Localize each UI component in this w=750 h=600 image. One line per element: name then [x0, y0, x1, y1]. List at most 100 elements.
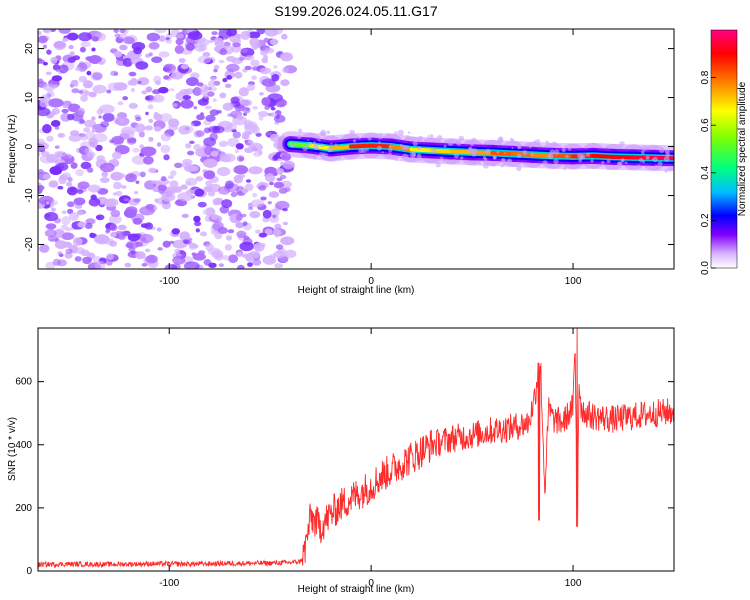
ridge-speckle [485, 148, 491, 154]
noise-blob [117, 101, 124, 106]
noise-blob [235, 222, 245, 229]
x-tick-label: 0 [368, 276, 374, 287]
noise-blob [122, 36, 135, 45]
y-tick-label: 20 [24, 43, 35, 55]
ridge-speckle [318, 138, 321, 142]
noise-blob [139, 233, 154, 244]
noise-blob [272, 214, 277, 219]
noise-blob [98, 115, 102, 119]
noise-blob [264, 228, 273, 235]
ridge-speckle [427, 135, 430, 138]
noise-blob [135, 116, 142, 122]
noise-blob [194, 188, 205, 197]
noise-blob [269, 133, 281, 142]
ridge-speckle [657, 161, 663, 167]
noise-blob [82, 80, 94, 89]
ridge-speckle [645, 155, 650, 160]
noise-blob [58, 29, 71, 34]
snr-axes: -100 0 100 0 200 400 600 [15, 328, 674, 589]
ridge-speckle [381, 151, 384, 154]
noise-blob [164, 264, 178, 269]
ridge-speckle [664, 169, 668, 173]
noise-blob [114, 51, 123, 58]
noise-blob [218, 29, 228, 34]
noise-blob [273, 140, 286, 150]
noise-blob [210, 214, 219, 220]
ridge-speckle [619, 141, 625, 147]
ridge-speckle [549, 149, 555, 155]
noise-blob [184, 164, 197, 172]
noise-blob [38, 57, 43, 64]
ridge-speckle [365, 148, 369, 152]
noise-blob [172, 255, 186, 265]
noise-blob [54, 145, 60, 149]
noise-blob [139, 206, 155, 216]
ridge-speckle [584, 145, 588, 149]
ridge-speckle [419, 157, 423, 161]
noise-blob [120, 129, 135, 139]
noise-blob [86, 70, 92, 76]
ridge-segment [369, 143, 394, 149]
noise-blob [45, 223, 57, 230]
noise-blob [235, 214, 243, 221]
noise-blob [208, 39, 214, 44]
noise-blob [216, 166, 231, 177]
x-tick-label: -100 [159, 578, 179, 589]
noise-blob [174, 248, 181, 254]
noise-blob [106, 253, 114, 260]
noise-blob [264, 105, 270, 110]
ridge-segment [409, 147, 434, 153]
noise-blob [147, 104, 154, 110]
ridge-speckle [388, 145, 392, 149]
noise-blob [135, 241, 144, 247]
noise-blob [84, 222, 93, 229]
noise-blob [227, 229, 235, 234]
noise-blob [182, 239, 190, 244]
noise-blob [209, 109, 219, 116]
noise-blob [65, 248, 73, 254]
noise-blob [242, 221, 248, 226]
noise-blob [182, 158, 193, 166]
ridge-speckle [388, 148, 393, 153]
noise-blob [42, 83, 56, 92]
ridge-speckle [590, 159, 594, 163]
noise-blob [76, 210, 84, 216]
noise-blob [79, 119, 85, 124]
noise-blob [219, 92, 227, 99]
noise-blob [124, 262, 132, 268]
noise-blob [50, 120, 61, 127]
noise-blob [240, 30, 251, 40]
ridge-speckle [483, 162, 489, 169]
noise-blob [125, 206, 138, 216]
ridge-speckle [436, 135, 443, 141]
ridge-speckle [500, 164, 504, 168]
noise-blob [276, 168, 285, 174]
noise-blob [46, 201, 50, 205]
ridge-speckle [320, 143, 324, 148]
noise-blob [189, 140, 195, 144]
noise-blob [167, 175, 174, 180]
y-tick-label: -10 [24, 188, 35, 203]
noise-blob [86, 167, 94, 173]
noise-blob [280, 174, 287, 180]
noise-blob [61, 224, 68, 230]
x-tick-label: 0 [368, 578, 374, 589]
noise-blob [148, 136, 154, 142]
noise-blob [50, 200, 58, 206]
ridge-speckle [663, 156, 670, 163]
noise-blob [238, 87, 249, 97]
noise-blob [261, 57, 269, 64]
noise-blob [234, 149, 239, 154]
noise-blob [214, 40, 225, 48]
noise-blob [102, 112, 115, 122]
figure-title: S199.2026.024.05.11.G17 [274, 3, 437, 19]
ridge-speckle [617, 161, 622, 167]
noise-blob [165, 186, 177, 195]
noise-blob [98, 61, 105, 65]
noise-blob [236, 251, 243, 257]
ridge-speckle [308, 141, 313, 146]
spectrogram-x-label: Height of straight line (km) [298, 285, 415, 296]
noise-blob [144, 125, 154, 131]
